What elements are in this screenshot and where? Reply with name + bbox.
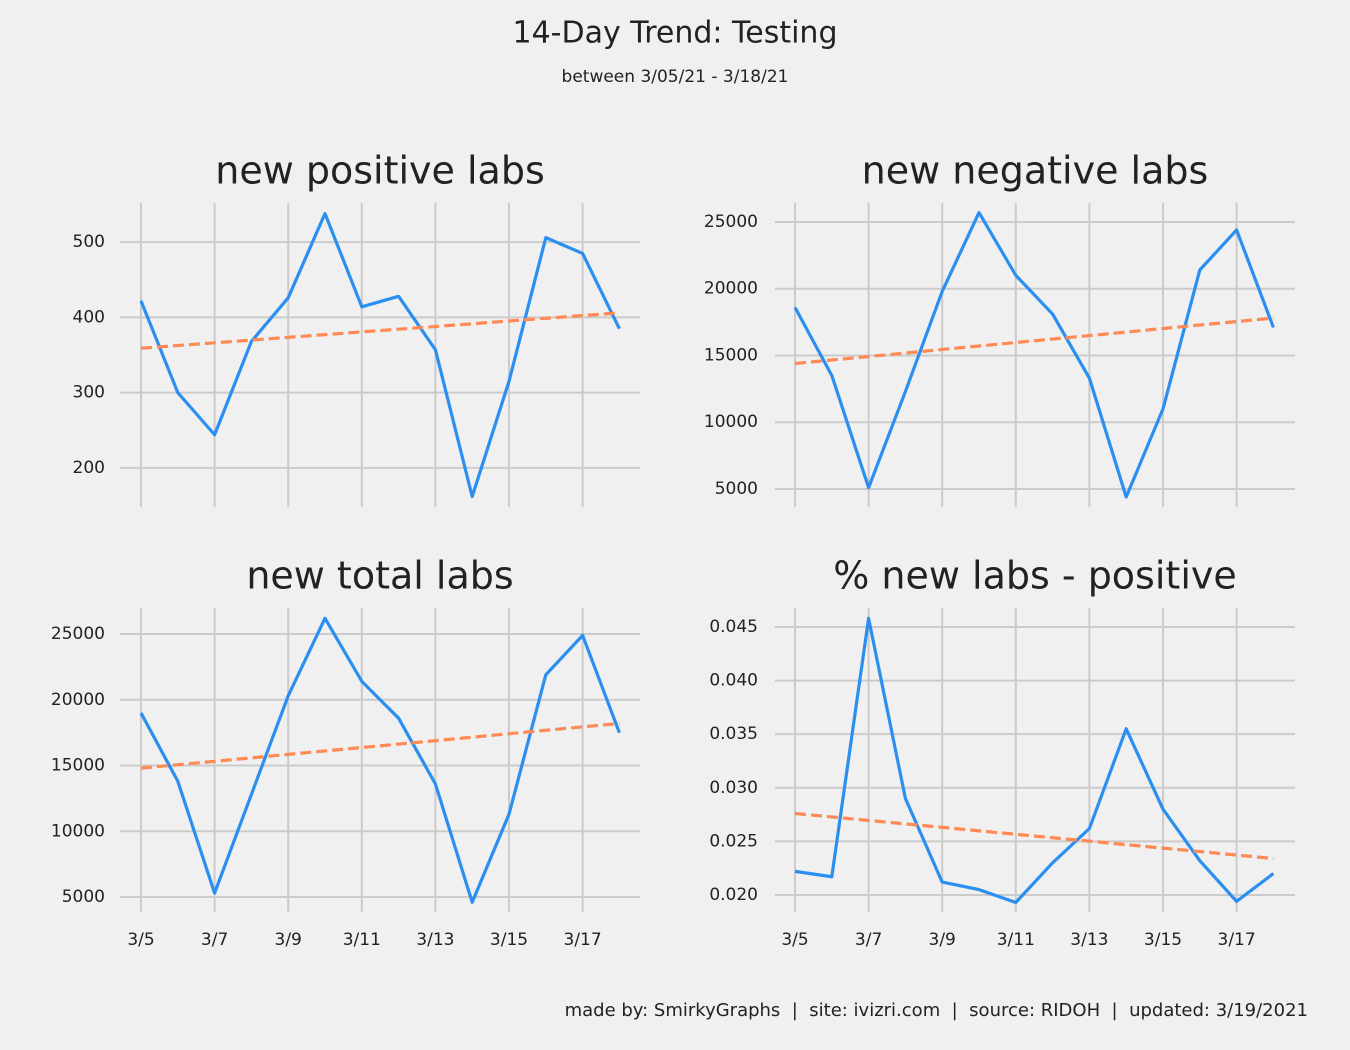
y-tick-label: 25000: [704, 212, 758, 232]
y-tick-label: 0.025: [709, 831, 758, 851]
series-line: [793, 211, 1275, 499]
series-line: [140, 721, 620, 770]
x-tick-label: 3/7: [201, 930, 228, 950]
footer: made by: SmirkyGraphs | site: ivizri.com…: [565, 1000, 1308, 1021]
subplot-title: new negative labs: [862, 149, 1209, 193]
y-tick-label: 25000: [51, 624, 105, 644]
y-tick-label: 15000: [51, 756, 105, 776]
y-tick-label: 10000: [704, 412, 758, 432]
x-tick-label: 3/7: [855, 930, 882, 950]
y-tick-label: 300: [73, 383, 105, 403]
x-tick-label: 3/9: [929, 930, 956, 950]
y-tick-label: 400: [73, 307, 105, 327]
y-tick-label: 500: [73, 232, 105, 252]
y-tick-label: 0.020: [709, 885, 758, 905]
figure-title: 14-Day Trend: Testing: [513, 16, 838, 51]
x-tick-label: 3/17: [564, 930, 602, 950]
y-tick-label: 0.035: [709, 724, 758, 744]
y-tick-label: 10000: [51, 821, 105, 841]
y-tick-label: 5000: [715, 479, 758, 499]
y-tick-label: 0.040: [709, 671, 758, 691]
x-tick-label: 3/13: [1070, 930, 1108, 950]
y-tick-label: 0.045: [709, 617, 758, 637]
series-line: [139, 616, 621, 904]
y-tick-label: 20000: [704, 279, 758, 299]
x-tick-label: 3/5: [781, 930, 808, 950]
series-line: [794, 316, 1274, 366]
series-line: [139, 211, 621, 499]
figure-subtitle: between 3/05/21 - 3/18/21: [562, 67, 789, 87]
x-tick-label: 3/15: [1144, 930, 1182, 950]
y-tick-label: 200: [73, 458, 105, 478]
x-tick-label: 3/11: [997, 930, 1035, 950]
y-tick-label: 0.030: [709, 778, 758, 798]
y-tick-label: 15000: [704, 345, 758, 365]
subplot-title: new positive labs: [215, 149, 545, 193]
x-tick-label: 3/11: [343, 930, 381, 950]
subplot-title: new total labs: [246, 554, 513, 598]
series-line: [794, 811, 1274, 861]
x-tick-label: 3/15: [490, 930, 528, 950]
y-tick-label: 5000: [62, 887, 105, 907]
subplot-title: % new labs - positive: [833, 554, 1237, 598]
x-tick-label: 3/5: [127, 930, 154, 950]
x-tick-label: 3/17: [1218, 930, 1256, 950]
x-tick-label: 3/9: [275, 930, 302, 950]
series-line: [794, 616, 1275, 905]
y-tick-label: 20000: [51, 690, 105, 710]
x-tick-label: 3/13: [416, 930, 454, 950]
